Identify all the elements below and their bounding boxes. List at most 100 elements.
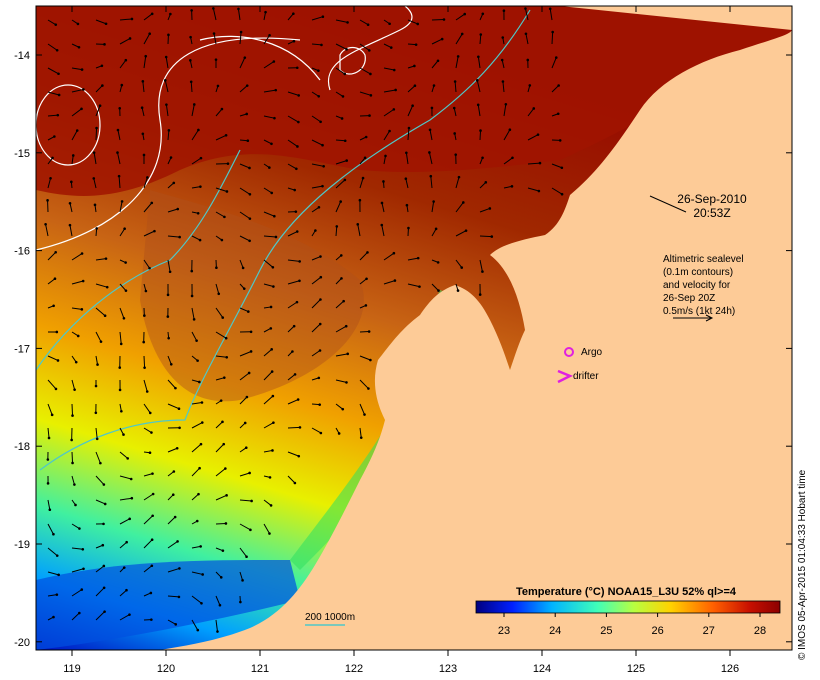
velocity-arrow [212,8,217,21]
velocity-arrow-head [293,481,297,485]
velocity-arrow-head [320,43,323,47]
velocity-arrow [263,523,270,534]
velocity-arrow-head [51,156,54,160]
velocity-arrow-head [53,277,57,281]
velocity-arrow [551,187,563,195]
velocity-arrow-head [71,414,74,417]
velocity-arrow [143,427,152,433]
velocity-arrow-head [150,538,154,542]
velocity-arrow [239,499,252,502]
velocity-arrow-head [248,217,252,220]
velocity-arrow [119,307,125,319]
velocity-arrow [381,224,385,237]
velocity-arrow [551,57,557,69]
velocity-arrow-head [177,595,181,599]
velocity-arrow-head [128,517,131,521]
velocity-arrow [215,331,227,339]
velocity-arrow-head [359,436,363,439]
velocity-arrow-head [151,514,154,518]
velocity-arrow-head [393,279,397,282]
velocity-arrow [119,18,132,21]
velocity-arrow [215,108,223,117]
lon-tick-label: 124 [533,663,551,675]
velocity-arrow-head [226,162,230,165]
velocity-arrow-head [476,103,480,107]
velocity-arrow-head [73,388,76,391]
velocity-arrow-head [464,229,468,232]
velocity-arrow-head [274,88,278,92]
velocity-arrow-head [242,287,246,290]
velocity-arrow [47,571,59,576]
lon-tick-label: 119 [63,663,81,675]
velocity-arrow-head [247,310,250,313]
velocity-arrow-head [239,600,242,604]
colorbar-tick-label: 23 [498,625,510,637]
velocity-arrow [359,43,370,51]
velocity-arrow-head [237,7,240,11]
velocity-arrow-head [82,567,85,571]
velocity-arrow-head [296,398,300,401]
velocity-arrow-head [68,201,72,205]
velocity-arrow-head [57,93,61,97]
velocity-arrow [407,85,416,93]
longitude-axis: 119 120 121 122 123 124 125 126 [63,6,739,675]
velocity-arrow [143,355,146,368]
lon-tick-label: 125 [627,663,645,675]
velocity-arrow-head [294,210,298,213]
velocity-arrow-head [295,300,299,304]
velocity-arrow-head [74,503,77,507]
velocity-arrow [479,181,487,189]
lon-tick-label: 120 [157,663,175,675]
velocity-arrow-head [94,384,98,388]
velocity-arrow [71,307,82,310]
velocity-arrow [47,355,59,361]
velocity-arrow [359,427,362,438]
velocity-arrow-head [292,324,296,328]
velocity-arrow-head [239,30,243,34]
velocity-arrow-head [129,477,133,481]
velocity-arrow-head [102,586,106,590]
velocity-arrow-head [339,254,343,257]
velocity-arrow [476,80,481,93]
velocity-arrow-head [122,566,126,569]
velocity-arrow [239,396,248,405]
velocity-arrow [359,379,369,389]
velocity-arrow [167,403,180,410]
velocity-arrow [263,115,275,119]
colorbar-tick-label: 26 [651,625,663,637]
velocity-arrow-head [101,84,104,87]
velocity-arrow-head [361,176,365,180]
velocity-arrow-head [189,80,193,84]
velocity-arrow [143,13,153,21]
lon-tick-label: 122 [345,663,363,675]
velocity-arrow-head [380,201,384,205]
velocity-arrow-head [510,185,514,188]
velocity-arrow-head [225,494,228,497]
velocity-arrow-head [369,358,372,362]
velocity-arrow [405,178,409,189]
velocity-arrow-head [117,174,121,178]
velocity-arrow [383,108,395,117]
velocity-arrow-head [246,139,250,143]
velocity-arrow-head [554,56,558,59]
velocity-arrow-head [340,277,343,280]
velocity-arrow-head [453,80,457,83]
velocity-arrow-head [405,203,409,207]
velocity-arrow [191,619,199,631]
velocity-arrow-head [317,94,321,98]
velocity-arrow-head [144,54,148,58]
velocity-arrow-head [241,579,244,582]
velocity-arrow-head [48,508,52,512]
velocity-arrow-head [149,591,153,595]
lat-tick-label: -17 [14,343,30,355]
velocity-arrow [239,187,251,195]
velocity-arrow-head [436,261,440,264]
velocity-arrow-head [270,191,274,195]
velocity-arrow-head [168,270,172,274]
velocity-arrow [453,107,457,117]
velocity-arrow-head [247,371,251,375]
colorbar-ticks: 23 24 25 26 27 28 [498,613,766,637]
velocity-arrow [335,67,346,75]
velocity-arrow-head [80,252,84,255]
